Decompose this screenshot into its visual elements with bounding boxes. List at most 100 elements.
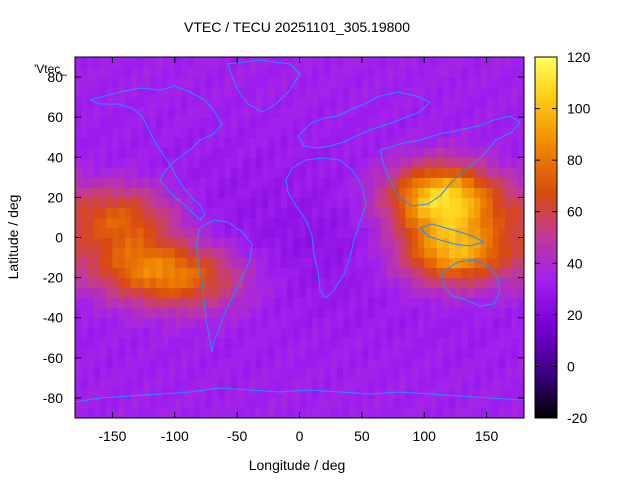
- heatmap-cell: [193, 127, 201, 138]
- heatmap-cell: [174, 77, 182, 88]
- heatmap-cell: [187, 357, 195, 369]
- heatmap-cell: [243, 317, 251, 329]
- heatmap-cell: [181, 217, 188, 229]
- heatmap-cell: [330, 267, 338, 279]
- heatmap-cell: [262, 207, 269, 219]
- heatmap-cell: [399, 107, 407, 118]
- heatmap-cell: [474, 317, 481, 329]
- heatmap-cell: [499, 227, 506, 239]
- heatmap-cell: [355, 117, 363, 128]
- heatmap-cell: [417, 227, 425, 239]
- heatmap-cell: [336, 387, 344, 399]
- heatmap-cell: [143, 137, 151, 148]
- heatmap-cell: [162, 187, 170, 198]
- heatmap-cell: [349, 67, 357, 78]
- heatmap-cell: [168, 127, 176, 138]
- heatmap-cell: [243, 347, 251, 359]
- heatmap-cell: [486, 57, 494, 68]
- heatmap-cell: [249, 97, 257, 108]
- heatmap-cell: [461, 127, 469, 138]
- heatmap-cell: [156, 347, 163, 359]
- heatmap-cell: [87, 107, 95, 118]
- heatmap-cell: [143, 307, 151, 319]
- heatmap-cell: [393, 387, 400, 399]
- heatmap-cell: [99, 237, 107, 249]
- heatmap-cell: [280, 67, 288, 78]
- heatmap-cell: [480, 97, 488, 108]
- heatmap-cell: [417, 327, 425, 339]
- heatmap-cell: [399, 137, 407, 148]
- heatmap-cell: [499, 347, 506, 359]
- heatmap-cell: [511, 147, 519, 158]
- heatmap-cell: [424, 67, 432, 78]
- heatmap-cell: [467, 297, 475, 309]
- heatmap-cell: [274, 387, 282, 399]
- heatmap-cell: [137, 247, 145, 259]
- heatmap-cell: [517, 97, 524, 108]
- heatmap-cell: [424, 177, 432, 188]
- heatmap-cell: [237, 237, 244, 249]
- heatmap-cell: [399, 397, 407, 409]
- heatmap-cell: [112, 357, 120, 369]
- heatmap-cell: [299, 397, 307, 409]
- colorbar-tick-label: 120: [567, 49, 591, 65]
- heatmap-cell: [386, 397, 394, 409]
- heatmap-cell: [474, 287, 481, 299]
- heatmap-cell: [442, 247, 450, 259]
- heatmap-cell: [218, 277, 226, 289]
- heatmap-cell: [262, 347, 269, 359]
- heatmap-cell: [399, 57, 407, 68]
- heatmap-cell: [436, 277, 444, 289]
- heatmap-cell: [143, 217, 151, 229]
- heatmap-cell: [268, 367, 276, 379]
- heatmap-cell: [311, 207, 319, 219]
- heatmap-cell: [405, 147, 413, 158]
- heatmap-cell: [436, 107, 444, 118]
- heatmap-cell: [131, 287, 138, 299]
- heatmap-cell: [124, 67, 132, 78]
- heatmap-cell: [181, 87, 188, 98]
- heatmap-cell: [118, 337, 126, 349]
- heatmap-cell: [137, 337, 145, 349]
- heatmap-cell: [124, 407, 132, 418]
- heatmap-cell: [467, 197, 475, 209]
- heatmap-cell: [187, 287, 195, 299]
- heatmap-cell: [318, 277, 326, 289]
- heatmap-cell: [442, 237, 450, 249]
- heatmap-cell: [461, 247, 469, 259]
- heatmap-cell: [343, 397, 350, 409]
- heatmap-cell: [336, 107, 344, 118]
- heatmap-cell: [149, 247, 157, 259]
- heatmap-cell: [374, 337, 382, 349]
- heatmap-cell: [255, 307, 263, 319]
- heatmap-cell: [492, 237, 500, 249]
- heatmap-cell: [355, 337, 363, 349]
- heatmap-cell: [374, 217, 382, 229]
- heatmap-cell: [243, 207, 251, 219]
- heatmap-cell: [486, 297, 494, 309]
- heatmap-cell: [311, 137, 319, 148]
- heatmap-cell: [305, 367, 313, 379]
- heatmap-cell: [230, 247, 238, 259]
- heatmap-cell: [455, 187, 463, 198]
- heatmap-cell: [380, 347, 388, 359]
- heatmap-cell: [492, 227, 500, 239]
- heatmap-cell: [318, 107, 326, 118]
- heatmap-cell: [193, 257, 201, 269]
- heatmap-cell: [274, 217, 282, 229]
- heatmap-cell: [368, 287, 375, 299]
- heatmap-cell: [324, 107, 332, 118]
- heatmap-cell: [399, 167, 407, 178]
- heatmap-cell: [499, 287, 506, 299]
- heatmap-cell: [149, 257, 157, 269]
- heatmap-cell: [299, 67, 307, 78]
- heatmap-cell: [405, 257, 413, 269]
- heatmap-cell: [361, 117, 369, 128]
- heatmap-cell: [124, 197, 132, 209]
- heatmap-cell: [212, 77, 220, 88]
- heatmap-cell: [474, 167, 481, 178]
- heatmap-cell: [143, 347, 151, 359]
- heatmap-cell: [299, 227, 307, 239]
- heatmap-cell: [187, 307, 195, 319]
- heatmap-cell: [324, 257, 332, 269]
